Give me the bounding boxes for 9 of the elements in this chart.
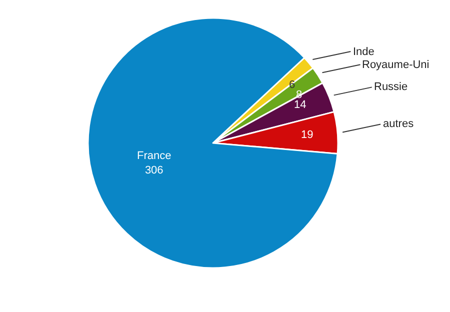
slice-label: Inde	[353, 46, 374, 58]
slice-label: Royaume-Uni	[362, 59, 430, 71]
data-label: 306	[144, 164, 164, 176]
slice-label: Russie	[374, 81, 408, 93]
data-label: 14	[294, 99, 306, 111]
data-label: 19	[301, 129, 314, 141]
slice-label: France	[137, 150, 172, 162]
slice-label: autres	[383, 118, 414, 130]
pie-slice	[87, 17, 338, 269]
